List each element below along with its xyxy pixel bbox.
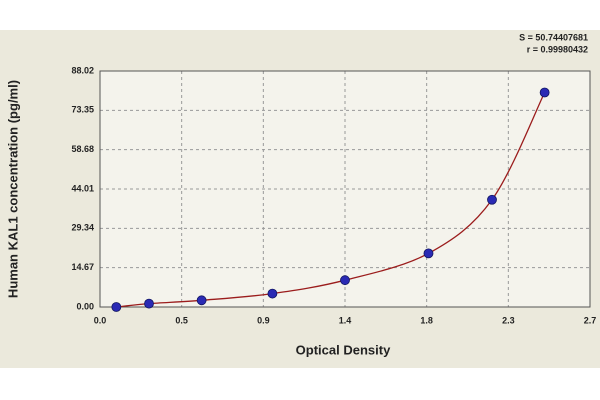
x-tick-label: 0.9 (257, 315, 270, 325)
x-axis-title: Optical Density (296, 342, 391, 357)
x-tick-label: 0.5 (175, 315, 188, 325)
plot-frame (99, 70, 591, 308)
x-tick-label: 0.0 (94, 315, 107, 325)
y-tick-label: 58.68 (71, 144, 94, 154)
data-point (340, 275, 350, 286)
x-tick-label: 1.8 (420, 315, 433, 325)
annotation: r = 0.99980432 (527, 44, 588, 54)
data-point (539, 87, 550, 98)
y-tick-label: 88.02 (71, 65, 94, 75)
y-axis-title: Human KAL1 concentration (pg/ml) (5, 80, 20, 298)
y-tick-label: 29.34 (71, 223, 94, 233)
x-tick-label: 2.7 (584, 315, 597, 325)
data-point (423, 248, 434, 259)
x-tick-label: 2.3 (502, 315, 515, 325)
y-tick-label: 14.67 (71, 262, 94, 272)
y-tick-label: 73.35 (71, 105, 94, 115)
data-point (487, 194, 497, 205)
x-tick-label: 1.4 (339, 315, 352, 325)
data-point (267, 288, 278, 299)
annotation: S = 50.74407681 (519, 32, 588, 42)
data-point (196, 295, 207, 306)
y-tick-label: 44.01 (71, 183, 94, 193)
data-point (144, 298, 154, 309)
data-point (111, 302, 122, 312)
y-tick-label: 0.00 (76, 301, 94, 311)
